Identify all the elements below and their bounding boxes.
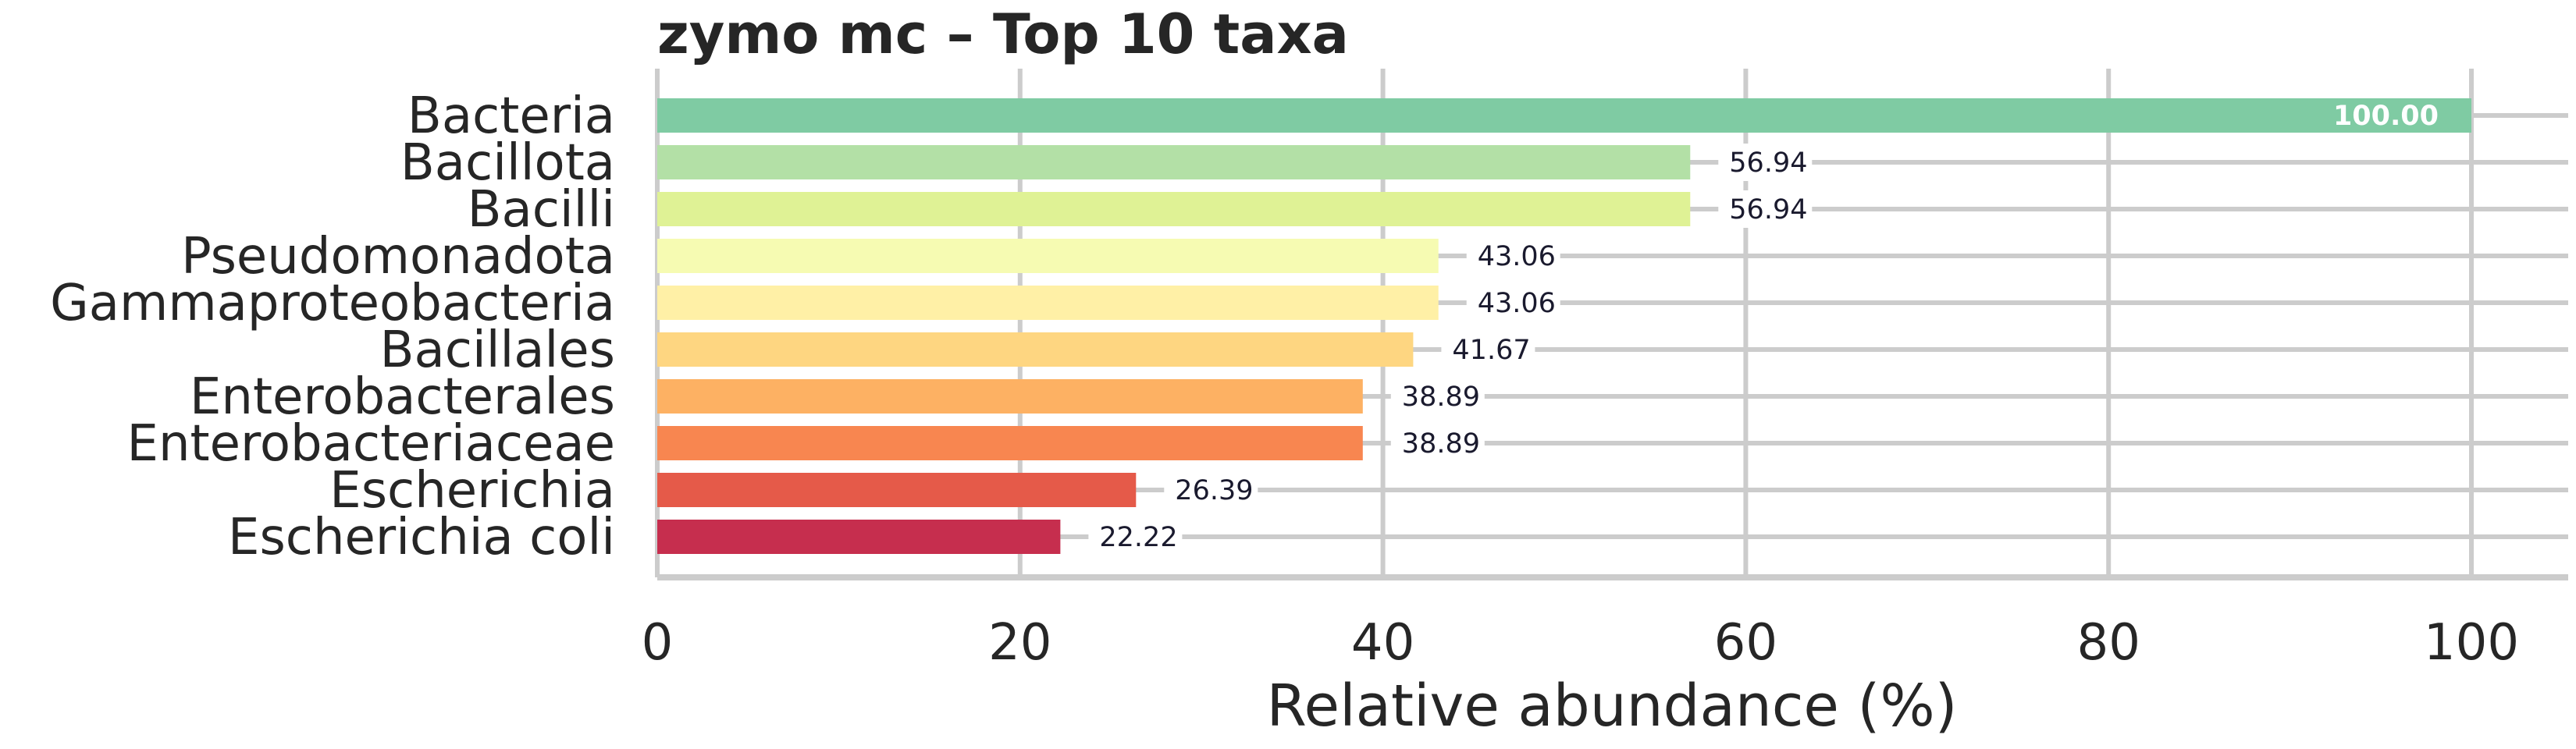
bar [657,145,1691,179]
category-labels: BacteriaBacillotaBacilliPseudomonadotaGa… [50,87,615,566]
value-label-bg [1390,424,1485,462]
value-label-bg [1088,518,1183,556]
value-label-bg [1390,378,1485,415]
x-tick-label: 40 [1351,614,1414,672]
category-label: Pseudomonadota [181,228,615,286]
value-label-bg [1466,284,1560,321]
value-label: 38.89 [1402,428,1480,460]
category-label: Bacillota [400,134,615,192]
value-label-bg [1164,471,1258,509]
category-label: Gammaproteobacteria [50,275,615,332]
bar [657,286,1439,320]
bar [657,426,1363,460]
bar [657,473,1137,507]
x-tick-label: 0 [642,614,674,672]
bar [657,332,1414,367]
category-label: Escherichia [329,462,615,520]
x-axis-label: Relative abundance (%) [1266,673,1957,740]
value-label-bg [1718,190,1813,228]
bar [657,98,2471,133]
x-tick-label: 20 [988,614,1051,672]
bar [657,379,1363,414]
category-label: Bacilli [468,181,615,239]
value-label: 26.39 [1175,475,1253,506]
x-axis-ticks: 0 20 40 60 80 100 [642,614,2519,672]
value-label: 56.94 [1729,147,1807,179]
bar [657,520,1061,554]
value-label: 41.67 [1452,335,1530,366]
category-label: Escherichia coli [228,509,615,566]
x-tick-label: 60 [1714,614,1777,672]
value-label-bg [1466,237,1560,275]
value-labels: 100.00 56.94 56.94 43.06 43.06 41.67 38.89 38.8… [1088,101,2439,556]
category-label: Enterobacteriaceae [127,415,616,473]
value-label: 43.06 [1478,288,1556,319]
value-label: 100.00 [2333,101,2439,132]
value-label: 56.94 [1729,194,1807,225]
value-label: 22.22 [1099,522,1177,553]
x-tick-label: 80 [2076,614,2140,672]
bar [657,239,1439,273]
value-label: 38.89 [1402,382,1480,413]
value-label-bg [1718,144,1813,181]
category-label: Bacillales [380,321,615,379]
x-tick-label: 100 [2424,614,2519,672]
value-label-bg [1441,331,1535,368]
value-label: 43.06 [1478,241,1556,272]
bars [657,98,2471,554]
category-label: Enterobacterales [190,368,615,426]
category-label: Bacteria [407,87,615,145]
chart-title: zymo mc – Top 10 taxa [657,2,1349,66]
bar [657,192,1691,226]
